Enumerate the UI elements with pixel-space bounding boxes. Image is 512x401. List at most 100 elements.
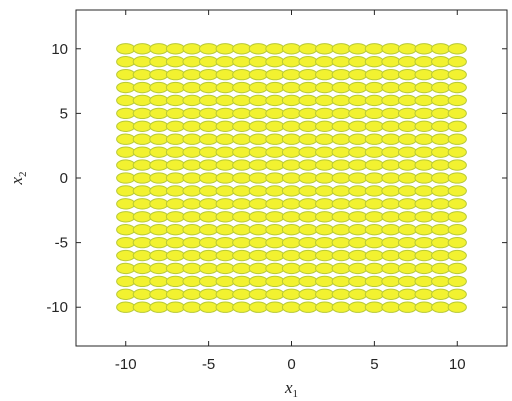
ellipse-marker-4-0 bbox=[182, 301, 202, 313]
ellipse-marker-17-1 bbox=[397, 288, 418, 300]
ellipse-marker-10-10 bbox=[281, 172, 302, 184]
ellipse-marker-6-12 bbox=[215, 146, 235, 158]
ellipse-marker-9-5 bbox=[265, 236, 285, 249]
ellipse-marker-11-8 bbox=[298, 198, 318, 210]
ellipse-marker-7-3 bbox=[232, 262, 252, 275]
ellipse-marker-0-17 bbox=[116, 81, 136, 94]
ellipse-marker-5-19 bbox=[198, 56, 219, 68]
ellipse-marker-2-9 bbox=[149, 185, 169, 197]
ellipse-marker-19-19 bbox=[431, 56, 451, 68]
ellipse-marker-0-12 bbox=[116, 146, 136, 158]
ellipse-marker-10-1 bbox=[281, 288, 302, 300]
ellipse-marker-16-1 bbox=[381, 288, 401, 300]
ellipse-marker-15-13 bbox=[364, 133, 385, 145]
ellipse-marker-10-12 bbox=[281, 146, 302, 158]
ellipse-marker-13-1 bbox=[331, 288, 351, 300]
ellipse-marker-5-13 bbox=[198, 133, 219, 145]
ellipse-marker-7-15 bbox=[232, 107, 252, 120]
ellipse-marker-1-19 bbox=[132, 56, 152, 68]
ellipse-marker-19-5 bbox=[431, 236, 451, 249]
ellipse-marker-0-3 bbox=[116, 262, 136, 275]
ellipse-marker-19-15 bbox=[431, 107, 451, 120]
ellipse-marker-15-0 bbox=[364, 301, 385, 313]
ellipse-marker-0-18 bbox=[116, 68, 136, 81]
ellipse-marker-7-2 bbox=[232, 275, 252, 288]
ellipse-marker-9-8 bbox=[265, 198, 285, 210]
ellipse-marker-9-3 bbox=[265, 262, 285, 275]
ellipse-marker-15-20 bbox=[364, 43, 385, 55]
ellipse-marker-0-10 bbox=[116, 172, 136, 184]
ellipse-marker-8-2 bbox=[248, 275, 268, 288]
ellipse-marker-17-3 bbox=[397, 262, 418, 275]
ellipse-marker-5-16 bbox=[198, 94, 219, 107]
y-axis-label: x2 bbox=[7, 171, 29, 185]
x-axis-label: x1 bbox=[284, 378, 298, 400]
y-tick-label-3: 5 bbox=[60, 105, 68, 122]
ellipse-marker-14-5 bbox=[348, 236, 368, 249]
ellipse-marker-2-15 bbox=[149, 107, 169, 120]
ellipse-marker-5-11 bbox=[198, 159, 219, 171]
ellipse-marker-13-20 bbox=[331, 43, 351, 55]
ellipse-marker-1-0 bbox=[132, 301, 152, 313]
ellipse-marker-6-13 bbox=[215, 133, 235, 145]
ellipse-marker-14-17 bbox=[348, 81, 368, 94]
ellipse-marker-14-9 bbox=[348, 185, 368, 197]
ellipse-marker-19-11 bbox=[431, 159, 451, 171]
ellipse-marker-17-12 bbox=[397, 146, 418, 158]
ellipse-marker-4-19 bbox=[182, 56, 202, 68]
ellipse-marker-8-12 bbox=[248, 146, 268, 158]
ellipse-marker-1-17 bbox=[132, 81, 152, 94]
ellipse-marker-12-9 bbox=[315, 185, 335, 197]
y-tick-label-1: -5 bbox=[55, 235, 68, 252]
ellipse-marker-17-14 bbox=[397, 120, 418, 132]
ellipse-marker-16-12 bbox=[381, 146, 401, 158]
ellipse-marker-4-11 bbox=[182, 159, 202, 171]
ellipse-marker-14-11 bbox=[348, 159, 368, 171]
ellipse-marker-3-19 bbox=[165, 56, 186, 68]
ellipse-marker-20-3 bbox=[447, 262, 467, 275]
ellipse-marker-14-14 bbox=[348, 120, 368, 132]
ellipse-marker-10-0 bbox=[281, 301, 302, 313]
ellipse-marker-1-1 bbox=[132, 288, 152, 300]
ellipse-marker-13-8 bbox=[331, 198, 351, 210]
ellipse-marker-1-7 bbox=[132, 211, 152, 223]
ellipse-marker-15-18 bbox=[364, 68, 385, 81]
ellipse-marker-13-17 bbox=[331, 81, 351, 94]
ellipse-marker-8-10 bbox=[248, 172, 268, 184]
ellipse-marker-1-6 bbox=[132, 224, 152, 236]
ellipse-marker-17-9 bbox=[397, 185, 418, 197]
ellipse-marker-20-11 bbox=[447, 159, 467, 171]
ellipse-marker-11-20 bbox=[298, 43, 318, 55]
ellipse-marker-0-7 bbox=[116, 211, 136, 223]
ellipse-marker-8-1 bbox=[248, 288, 268, 300]
ellipse-marker-18-17 bbox=[414, 81, 434, 94]
ellipse-marker-0-14 bbox=[116, 120, 136, 132]
ellipse-marker-12-1 bbox=[315, 288, 335, 300]
ellipse-marker-2-12 bbox=[149, 146, 169, 158]
ellipse-marker-7-5 bbox=[232, 236, 252, 249]
ellipse-marker-4-9 bbox=[182, 185, 202, 197]
ellipse-marker-15-4 bbox=[364, 249, 385, 262]
ellipse-marker-7-1 bbox=[232, 288, 252, 300]
ellipse-marker-4-6 bbox=[182, 224, 202, 236]
ellipse-marker-4-12 bbox=[182, 146, 202, 158]
ellipse-marker-19-17 bbox=[431, 81, 451, 94]
ellipse-marker-20-18 bbox=[447, 68, 467, 81]
ellipse-marker-10-2 bbox=[281, 275, 302, 288]
ellipse-marker-4-17 bbox=[182, 81, 202, 94]
ellipse-marker-19-7 bbox=[431, 211, 451, 223]
ellipse-marker-15-12 bbox=[364, 146, 385, 158]
ellipse-marker-9-6 bbox=[265, 224, 285, 236]
ellipse-marker-13-2 bbox=[331, 275, 351, 288]
ellipse-marker-5-5 bbox=[198, 236, 219, 249]
ellipse-marker-13-18 bbox=[331, 68, 351, 81]
ellipse-marker-12-13 bbox=[315, 133, 335, 145]
ellipse-marker-13-3 bbox=[331, 262, 351, 275]
ellipse-marker-11-0 bbox=[298, 301, 318, 313]
ellipse-marker-20-17 bbox=[447, 81, 467, 94]
ellipse-marker-17-19 bbox=[397, 56, 418, 68]
ellipse-marker-12-2 bbox=[315, 275, 335, 288]
ellipse-marker-18-13 bbox=[414, 133, 434, 145]
ellipse-marker-16-15 bbox=[381, 107, 401, 120]
ellipse-marker-9-19 bbox=[265, 56, 285, 68]
